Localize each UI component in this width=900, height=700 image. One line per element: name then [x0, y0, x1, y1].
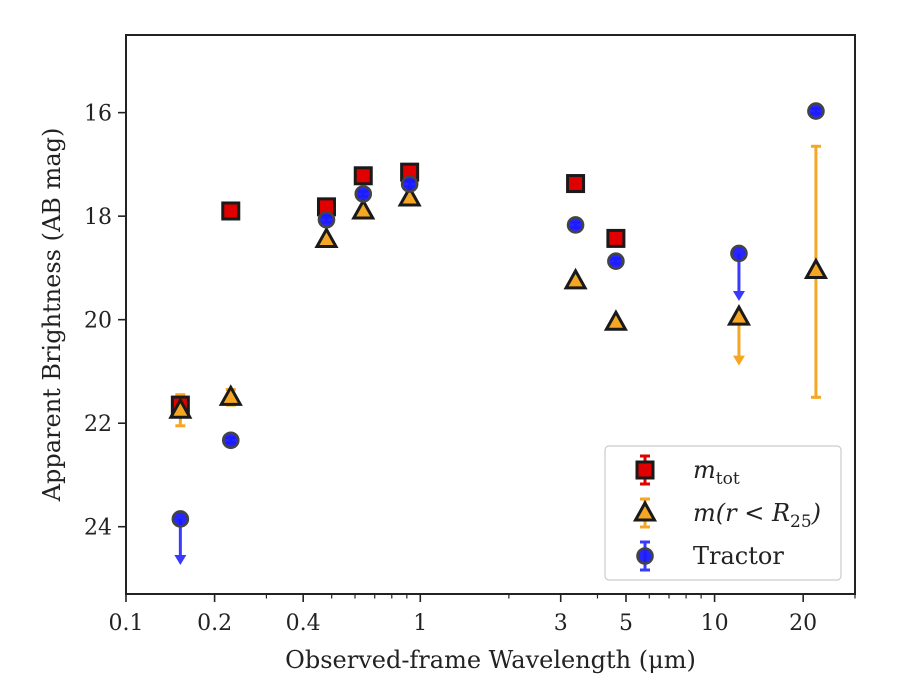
x-tick-label: 5 — [619, 611, 633, 636]
point-circle — [171, 510, 190, 528]
point-triangle — [563, 267, 588, 290]
y-tick-label: 16 — [84, 102, 112, 127]
axes: 0.1 0.2 0.4 1 3 5 10 20 16 18 20 22 24 — [84, 34, 856, 636]
x-tick-label: 1 — [413, 611, 427, 636]
point-circle — [607, 252, 625, 270]
point-square — [221, 201, 241, 221]
point-triangle — [314, 226, 339, 248]
point-circle — [317, 210, 336, 229]
legend-label: mtot — [693, 456, 740, 489]
point-circle — [730, 244, 748, 263]
point-circle — [221, 431, 240, 450]
x-axis-label: Observed-frame Wavelength (μm) — [285, 646, 696, 674]
x-tick-label: 3 — [554, 611, 568, 636]
upper-limit-arrow — [732, 290, 745, 301]
upper-limit-arrow — [732, 355, 745, 366]
point-square — [353, 166, 373, 186]
legend-marker-triangle — [632, 499, 658, 522]
y-tick-label: 18 — [84, 205, 112, 230]
x-tick-label: 0.4 — [286, 611, 321, 636]
legend-label: Tractor — [693, 542, 784, 570]
y-tick-label: 24 — [84, 516, 112, 541]
point-triangle — [218, 384, 243, 406]
legend: mtot m(r < R25) Tractor — [604, 445, 842, 581]
point-square — [606, 228, 626, 248]
legend-box — [604, 445, 842, 581]
x-tick-label: 20 — [789, 611, 817, 636]
point-triangle — [397, 184, 422, 207]
point-triangle — [803, 257, 828, 280]
point-triangle — [726, 304, 752, 326]
point-circle — [807, 102, 825, 120]
point-triangle — [168, 397, 193, 419]
x-tick-label: 0.1 — [109, 611, 144, 636]
point-triangle — [351, 197, 376, 220]
legend-marker-square — [635, 460, 655, 480]
point-circle — [354, 185, 373, 203]
point-circle — [400, 175, 419, 193]
y-tick-label: 22 — [84, 412, 112, 437]
data-markers — [168, 102, 828, 565]
y-tick-label: 20 — [84, 309, 112, 334]
legend-marker-circle — [636, 547, 654, 565]
plot-frame — [125, 34, 856, 595]
legend-label: m(r < R25) — [693, 499, 821, 532]
point-triangle — [603, 309, 628, 331]
x-tick-label: 10 — [701, 611, 729, 636]
point-square — [566, 174, 586, 194]
point-circle — [566, 216, 585, 234]
x-tick-label: 0.2 — [197, 611, 232, 636]
y-axis-label: Apparent Brightness (AB mag) — [38, 128, 66, 503]
upper-limit-arrow — [174, 554, 187, 565]
